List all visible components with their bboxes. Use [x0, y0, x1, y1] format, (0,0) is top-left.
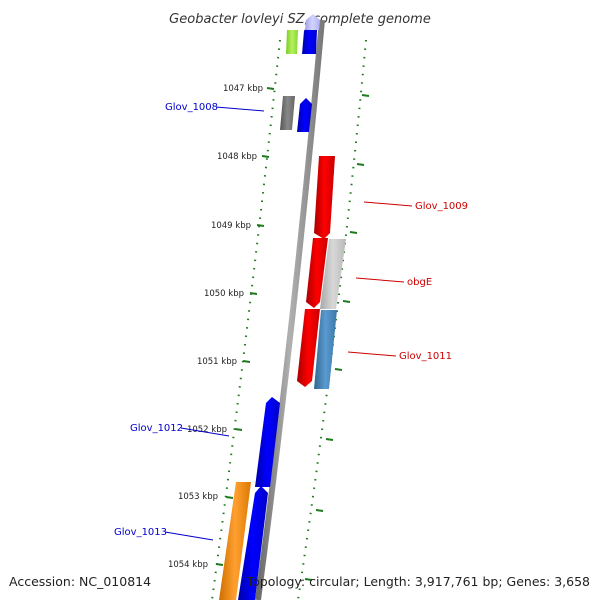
outer-tick — [304, 578, 313, 581]
leader-line — [363, 201, 413, 207]
gene-arrow-obge[interactable] — [320, 239, 346, 309]
inner-tick — [234, 428, 243, 431]
leader-line — [355, 277, 405, 283]
gene-arrow-glov-1012[interactable] — [255, 397, 280, 487]
tick-label: 1051 kbp — [197, 357, 237, 367]
inner-tick — [249, 292, 258, 295]
gene-leaders — [164, 106, 413, 541]
inner-tick — [256, 224, 265, 227]
inner-tick — [261, 155, 270, 158]
gene-arrow-glov-1011[interactable] — [314, 310, 337, 389]
outer-tick — [356, 163, 365, 166]
outer-tick — [361, 94, 370, 97]
gene-arrow-orange[interactable] — [219, 482, 251, 600]
outer-tick — [334, 368, 343, 371]
leader-line — [164, 531, 214, 541]
leader-line — [215, 106, 265, 112]
outer-ring — [297, 39, 367, 600]
genome-summary-text: Topology: circular; Length: 3,917,761 bp… — [246, 574, 590, 589]
outer-tick — [315, 509, 324, 512]
outer-tick — [349, 231, 358, 234]
tick-label: 1048 kbp — [217, 152, 257, 162]
inner-tick — [225, 496, 234, 499]
tick-label: 1050 kbp — [204, 289, 244, 299]
gene-label[interactable]: Glov_1008 — [165, 102, 218, 113]
gene-arrow-glov-1009[interactable] — [314, 156, 335, 239]
inner-tick — [242, 360, 251, 363]
tick-label: 1049 kbp — [211, 221, 251, 231]
map-title: Geobacter lovleyi SZ, complete genome — [169, 12, 431, 27]
inner-tick — [215, 563, 224, 566]
gene-label[interactable]: Glov_1009 — [415, 201, 468, 212]
gene-arrow-red[interactable] — [297, 309, 320, 387]
leader-line — [180, 427, 230, 437]
tick-label: 1053 kbp — [178, 492, 218, 502]
gene-arrow-lime[interactable] — [286, 30, 298, 54]
genome-backbone — [255, 19, 325, 600]
gene-arrow-grey[interactable] — [280, 96, 295, 130]
outer-tick — [325, 438, 334, 441]
gene-label[interactable]: obgE — [407, 277, 432, 288]
gene-label[interactable]: Glov_1011 — [399, 351, 452, 362]
gene-arrow-glov-1013[interactable] — [238, 486, 268, 600]
leader-line — [347, 351, 397, 357]
tick-label: 1052 kbp — [187, 425, 227, 435]
inner-tick — [266, 87, 275, 90]
accession-text: Accession: NC_010814 — [9, 574, 151, 589]
gene-arrow-glov-1008[interactable] — [297, 98, 312, 132]
gene-arrow-red[interactable] — [306, 238, 328, 308]
inner-ring — [211, 39, 281, 600]
gene-features — [219, 14, 346, 600]
scale-ticks: 1047 kbp 1048 kbp 1049 kbp 1050 kbp 1051… — [168, 84, 370, 581]
gene-label[interactable]: Glov_1012 — [130, 423, 183, 434]
gene-labels: Glov_1008 Glov_1009 obgE Glov_1011 Glov_… — [114, 102, 468, 538]
tick-label: 1054 kbp — [168, 560, 208, 570]
gene-label[interactable]: Glov_1013 — [114, 527, 167, 538]
outer-tick — [342, 300, 351, 303]
gene-arrow-lavender[interactable] — [305, 14, 320, 30]
tick-label: 1047 kbp — [223, 84, 263, 94]
